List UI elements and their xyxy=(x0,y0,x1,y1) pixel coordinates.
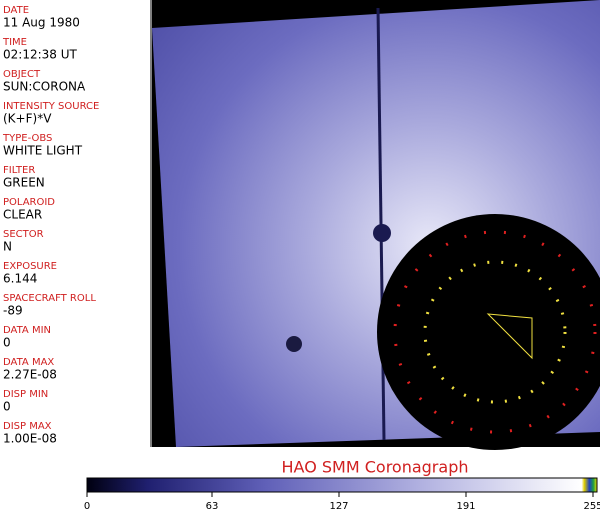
occulter xyxy=(377,214,600,450)
field-label: DATE xyxy=(3,5,29,16)
field-label: TYPE-OBS xyxy=(2,133,52,144)
field-value: SUN:CORONA xyxy=(3,80,86,94)
field-label: POLAROID xyxy=(3,197,55,208)
colorbar xyxy=(86,477,598,493)
colorbar-tick-label: 0 xyxy=(84,501,90,512)
field-value: WHITE LIGHT xyxy=(3,144,83,158)
field-value: 0 xyxy=(3,400,11,414)
field-label: FILTER xyxy=(3,165,35,176)
field-value: 11 Aug 1980 xyxy=(3,16,80,30)
colorbar-tick-label: 127 xyxy=(329,501,348,512)
field-label: OBJECT xyxy=(3,69,41,80)
field-label: DATA MIN xyxy=(3,325,51,336)
field-label: DISP MAX xyxy=(3,421,52,432)
field-label: SPACECRAFT ROLL xyxy=(3,293,96,304)
field-value: N xyxy=(3,240,12,254)
ring-yellow xyxy=(423,260,567,404)
colorbar-tick-label: 63 xyxy=(206,501,219,512)
field-label: EXPOSURE xyxy=(3,261,57,272)
colorbar-tick-label: 191 xyxy=(456,501,475,512)
field-label: TIME xyxy=(2,37,27,48)
field-label: INTENSITY SOURCE xyxy=(3,101,99,112)
colorbar-tick-label: 255 xyxy=(583,501,600,512)
field-value: 1.00E-08 xyxy=(3,432,57,446)
spot xyxy=(286,336,302,352)
field-value: 6.144 xyxy=(3,272,37,286)
field-value: GREEN xyxy=(3,176,45,190)
marker xyxy=(486,313,533,360)
field-label: SECTOR xyxy=(3,229,44,240)
field-value: 0 xyxy=(3,336,11,350)
field-value: -89 xyxy=(3,304,23,318)
field-label: DATA MAX xyxy=(3,357,54,368)
field-value: 2.27E-08 xyxy=(3,368,57,382)
ring-red xyxy=(393,230,597,434)
field-value: (K+F)*V xyxy=(3,112,52,126)
field-value: 02:12:38 UT xyxy=(3,48,77,62)
field-label: DISP MIN xyxy=(3,389,48,400)
pylon-hub xyxy=(373,224,391,242)
title: HAO SMM Coronagraph xyxy=(282,458,469,477)
field-value: CLEAR xyxy=(3,208,42,222)
info-panel xyxy=(0,0,151,447)
